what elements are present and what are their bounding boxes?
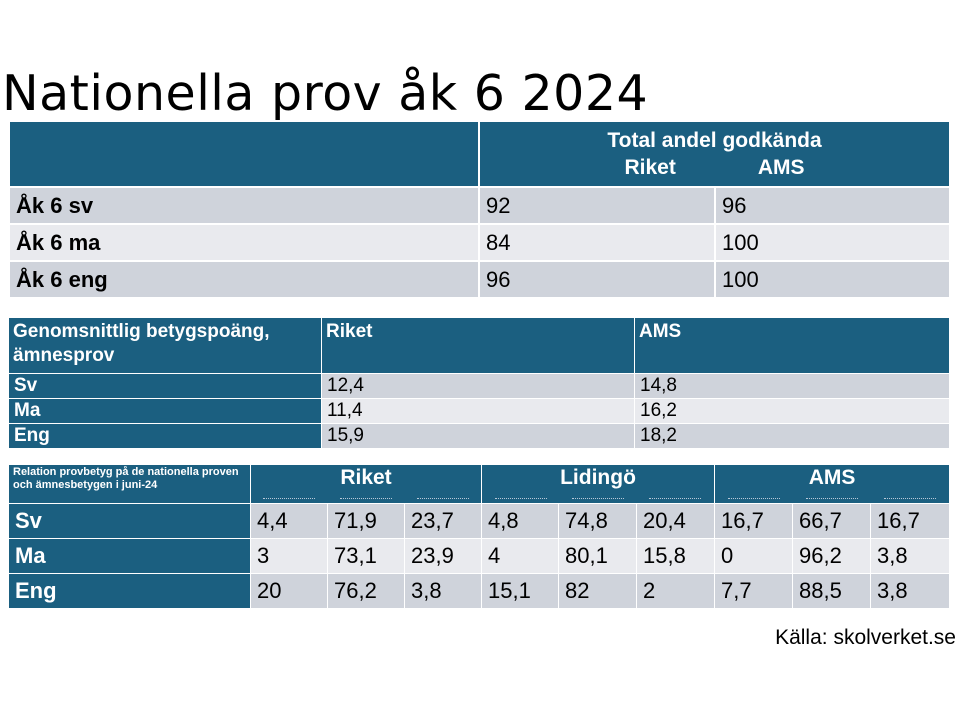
pass-rate-header-riket: Riket <box>624 156 676 179</box>
table-row: Sv 4,4 71,9 23,7 4,8 74,8 20,4 16,7 66,7… <box>8 503 951 539</box>
table-cell: 20 <box>250 573 328 609</box>
table-cell: 96,2 <box>792 538 872 574</box>
pass-rate-table: Total andel godkända Riket AMS Åk 6 sv 92… <box>8 120 952 299</box>
table-cell: 0 <box>714 538 794 574</box>
ams-value: 100 <box>713 223 952 262</box>
group-header-label: Lidingö <box>560 466 636 489</box>
table-cell: 74,8 <box>558 503 637 539</box>
riket-value: 12,4 <box>321 373 635 399</box>
pass-rate-header-title: Total andel godkända <box>607 129 822 152</box>
table-cell: 20,4 <box>635 503 716 539</box>
table-cell: 66,7 <box>792 503 872 539</box>
grade-points-header-ams: AMS <box>634 317 950 374</box>
group-header-label: AMS <box>808 466 856 489</box>
page-title: Nationella prov åk 6 2024 <box>2 65 649 122</box>
row-label: Eng <box>8 423 322 449</box>
table-cell: 80,1 <box>558 538 637 574</box>
grade-relation-table: Relation provbetyg på de nationella prov… <box>8 464 951 609</box>
table-cell: 3,8 <box>870 573 951 609</box>
row-label: Ma <box>8 538 251 574</box>
row-label: Sv <box>8 373 322 399</box>
pass-rate-header-ams: AMS <box>757 156 805 179</box>
row-label: Åk 6 eng <box>8 260 480 299</box>
table-cell: 4,8 <box>481 503 559 539</box>
source-caption: Källa: skolverket.se <box>775 626 956 649</box>
table-row: Åk 6 eng 96 100 <box>8 260 952 299</box>
table-cell: 82 <box>558 573 637 609</box>
grade-points-table: Genomsnittlig betygspoäng, ämnesprov Rik… <box>8 317 950 449</box>
grade-points-header-riket: Riket <box>321 317 635 374</box>
table-cell: 76,2 <box>327 573 405 609</box>
table-cell: 16,7 <box>714 503 794 539</box>
table-cell: 3 <box>250 538 328 574</box>
group-header-riket: Riket <box>250 464 482 504</box>
ams-value: 14,8 <box>634 373 950 399</box>
table-cell: 23,9 <box>404 538 482 574</box>
riket-value: 11,4 <box>321 398 635 424</box>
subheader-marks <box>716 498 949 501</box>
ams-value: 16,2 <box>634 398 950 424</box>
subheader-marks <box>483 498 714 501</box>
table-cell: 2 <box>635 573 716 609</box>
pass-rate-header: Total andel godkända Riket AMS <box>477 120 952 188</box>
row-label: Ma <box>8 398 322 424</box>
table-cell: 4,4 <box>250 503 328 539</box>
table-row: Åk 6 sv 92 96 <box>8 186 952 225</box>
pass-rate-header-empty <box>8 120 480 188</box>
riket-value: 92 <box>478 186 716 225</box>
group-header-ams: AMS <box>714 464 951 504</box>
table-row: Eng 15,9 18,2 <box>8 423 950 449</box>
table-row: Ma 11,4 16,2 <box>8 398 950 424</box>
table-cell: 88,5 <box>792 573 872 609</box>
table-cell: 15,1 <box>481 573 559 609</box>
table-row: Åk 6 ma 84 100 <box>8 223 952 262</box>
table-cell: 3,8 <box>404 573 482 609</box>
table-cell: 16,7 <box>870 503 951 539</box>
table-cell: 3,8 <box>870 538 951 574</box>
table-row: Sv 12,4 14,8 <box>8 373 950 399</box>
table-cell: 4 <box>481 538 559 574</box>
table-cell: 23,7 <box>404 503 482 539</box>
grade-points-header-label: Genomsnittlig betygspoäng, ämnesprov <box>8 317 322 374</box>
ams-value: 18,2 <box>634 423 950 449</box>
row-label: Åk 6 sv <box>8 186 480 225</box>
riket-value: 15,9 <box>321 423 635 449</box>
row-label: Sv <box>8 503 251 539</box>
table-row: Eng 20 76,2 3,8 15,1 82 2 7,7 88,5 3,8 <box>8 573 951 609</box>
riket-value: 96 <box>478 260 716 299</box>
row-label: Åk 6 ma <box>8 223 480 262</box>
table-cell: 73,1 <box>327 538 405 574</box>
table-cell: 71,9 <box>327 503 405 539</box>
table-cell: 7,7 <box>714 573 794 609</box>
subheader-marks <box>252 498 481 501</box>
group-header-label: Riket <box>340 466 392 489</box>
table-row: Ma 3 73,1 23,9 4 80,1 15,8 0 96,2 3,8 <box>8 538 951 574</box>
ams-value: 100 <box>713 260 952 299</box>
row-label: Eng <box>8 573 251 609</box>
riket-value: 84 <box>478 223 716 262</box>
grade-relation-header-label: Relation provbetyg på de nationella prov… <box>8 464 251 504</box>
table-cell: 15,8 <box>635 538 716 574</box>
group-header-lidingo: Lidingö <box>480 464 716 504</box>
ams-value: 96 <box>713 186 952 225</box>
